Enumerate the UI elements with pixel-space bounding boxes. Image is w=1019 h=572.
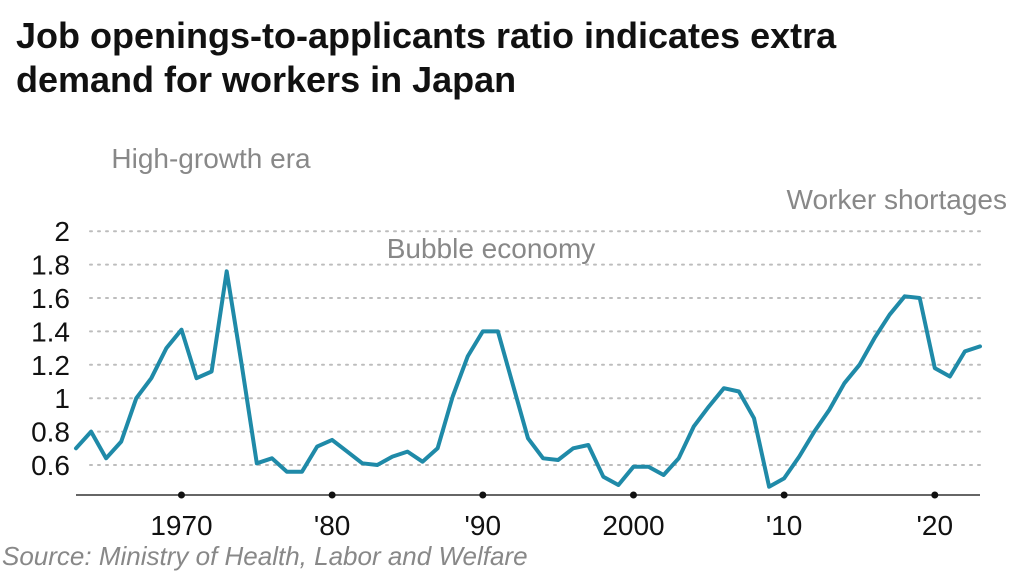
x-tick-label: '10 xyxy=(766,510,803,541)
y-tick-label: 1.4 xyxy=(31,316,70,347)
y-tick-label: 1 xyxy=(54,383,70,414)
x-tick-mark xyxy=(177,491,185,499)
x-tick-mark xyxy=(328,491,336,499)
gridlines xyxy=(89,230,981,466)
annotations: High-growth era Bubble economy Worker shor… xyxy=(111,143,1007,264)
annotation-label: Bubble economy xyxy=(387,233,596,264)
x-tick-mark xyxy=(931,491,939,499)
y-tick-label: 1.6 xyxy=(31,283,70,314)
data-series xyxy=(74,269,982,489)
x-tick-label: '20 xyxy=(917,510,954,541)
x-tick-label: 1970 xyxy=(150,510,212,541)
source-note: Source: Ministry of Health, Labor and We… xyxy=(2,541,528,571)
series-line xyxy=(74,269,982,489)
chart-title-line-1: Job openings-to-applicants ratio indicat… xyxy=(16,15,837,56)
y-tick-label: 0.8 xyxy=(31,417,70,448)
y-tick-label: 1.2 xyxy=(31,350,70,381)
x-axis: 1970 '80 '90 2000 '10 '20 xyxy=(76,491,980,541)
x-tick-label: '80 xyxy=(314,510,351,541)
y-tick-label: 1.8 xyxy=(31,250,70,281)
x-tick-mark xyxy=(780,491,788,499)
x-tick-label: 2000 xyxy=(602,510,664,541)
chart-title-line-2: demand for workers in Japan xyxy=(16,59,517,100)
annotation-label: High-growth era xyxy=(111,143,311,174)
x-tick-mark xyxy=(629,491,637,499)
x-tick-mark xyxy=(479,491,487,499)
y-axis: 0.60.811.21.41.61.82 xyxy=(31,216,70,481)
y-tick-label: 2 xyxy=(54,216,70,247)
y-tick-label: 0.6 xyxy=(31,450,70,481)
chart-title: Job openings-to-applicants ratio indicat… xyxy=(16,14,1011,102)
annotation-label: Worker shortages xyxy=(787,184,1007,215)
x-tick-label: '90 xyxy=(465,510,502,541)
